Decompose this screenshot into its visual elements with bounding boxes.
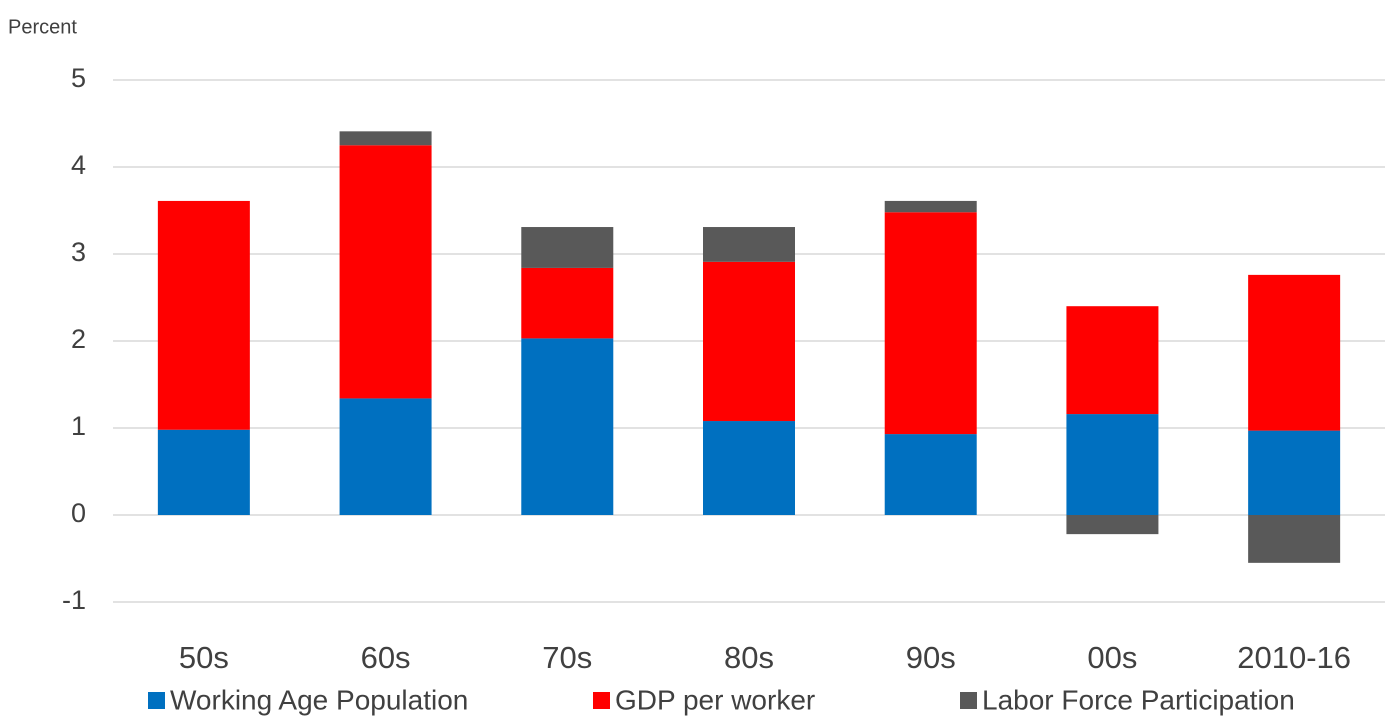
legend-label: Working Age Population <box>170 684 468 715</box>
x-tick-label: 80s <box>724 640 774 675</box>
bar-segment <box>157 429 250 515</box>
bar-segment <box>1066 306 1159 415</box>
x-tick-label: 50s <box>179 640 229 675</box>
bar-segment <box>703 261 795 422</box>
bar-segment <box>884 212 977 435</box>
bar-segment <box>339 145 432 399</box>
bar-segment <box>1248 274 1341 431</box>
y-tick-label: 1 <box>71 411 86 441</box>
y-tick-label: 5 <box>71 63 86 93</box>
y-axis-label: Percent <box>8 16 77 38</box>
bar-segment <box>157 200 250 430</box>
bar-segment <box>703 421 795 515</box>
bar-segment <box>884 434 977 515</box>
bar-segment <box>1248 430 1341 515</box>
legend-swatch <box>593 692 610 709</box>
x-tick-label: 00s <box>1087 640 1137 675</box>
bar-segment <box>521 267 614 339</box>
bar-segment <box>1248 515 1341 563</box>
y-tick-label: 0 <box>71 498 86 528</box>
x-tick-label: 60s <box>361 640 411 675</box>
x-tick-label: 70s <box>542 640 592 675</box>
bar-segment <box>339 131 432 146</box>
legend-swatch <box>148 692 165 709</box>
bar-segment <box>884 200 977 213</box>
y-tick-label: 2 <box>71 324 86 354</box>
y-tick-label: -1 <box>62 585 86 615</box>
y-tick-label: 3 <box>71 237 86 267</box>
bar-segment <box>1066 414 1159 515</box>
bar-segment <box>521 227 614 268</box>
legend-swatch <box>960 692 977 709</box>
bar-segment <box>1066 515 1159 535</box>
x-tick-label: 90s <box>906 640 956 675</box>
bar-segment <box>521 338 614 515</box>
y-tick-label: 4 <box>71 150 86 180</box>
x-tick-label: 2010-16 <box>1237 640 1351 675</box>
legend-label: GDP per worker <box>615 684 815 715</box>
legend-label: Labor Force Participation <box>982 684 1295 715</box>
bar-segment <box>703 227 795 262</box>
bar-segment <box>339 398 432 515</box>
